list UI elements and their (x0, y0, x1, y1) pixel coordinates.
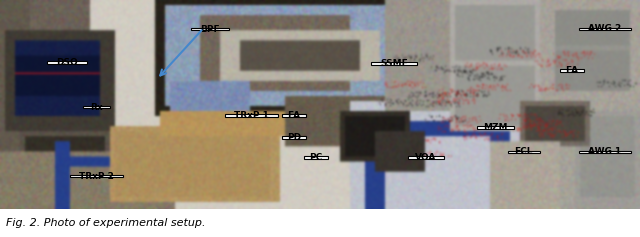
FancyBboxPatch shape (282, 137, 306, 139)
FancyBboxPatch shape (560, 69, 584, 72)
Text: PD: PD (287, 133, 301, 142)
Text: Fig. 2. Photo of experimental setup.: Fig. 2. Photo of experimental setup. (6, 218, 206, 228)
Text: MZM: MZM (483, 123, 508, 132)
FancyBboxPatch shape (408, 156, 444, 159)
Text: SSMF: SSMF (380, 59, 408, 68)
FancyBboxPatch shape (83, 106, 110, 109)
Text: ECL: ECL (515, 147, 532, 156)
FancyBboxPatch shape (191, 28, 229, 30)
FancyBboxPatch shape (508, 150, 540, 153)
Text: AWG 2: AWG 2 (588, 24, 621, 33)
FancyBboxPatch shape (371, 62, 417, 65)
FancyBboxPatch shape (579, 27, 631, 30)
FancyBboxPatch shape (477, 126, 514, 129)
FancyBboxPatch shape (579, 150, 631, 153)
Text: DSO: DSO (56, 58, 78, 67)
FancyBboxPatch shape (304, 156, 328, 159)
Text: Rx: Rx (90, 103, 103, 112)
Text: BPF: BPF (200, 25, 220, 34)
FancyBboxPatch shape (225, 114, 278, 117)
Text: VOA: VOA (415, 153, 436, 162)
FancyBboxPatch shape (282, 114, 306, 117)
FancyBboxPatch shape (70, 175, 123, 177)
Text: EA: EA (566, 66, 579, 75)
Text: EA: EA (287, 111, 300, 120)
FancyBboxPatch shape (47, 61, 87, 64)
Text: TRxP 2: TRxP 2 (79, 172, 114, 181)
Text: PC: PC (310, 153, 323, 162)
Text: TRxP 1: TRxP 1 (234, 111, 269, 120)
Text: AWG 1: AWG 1 (588, 147, 621, 156)
